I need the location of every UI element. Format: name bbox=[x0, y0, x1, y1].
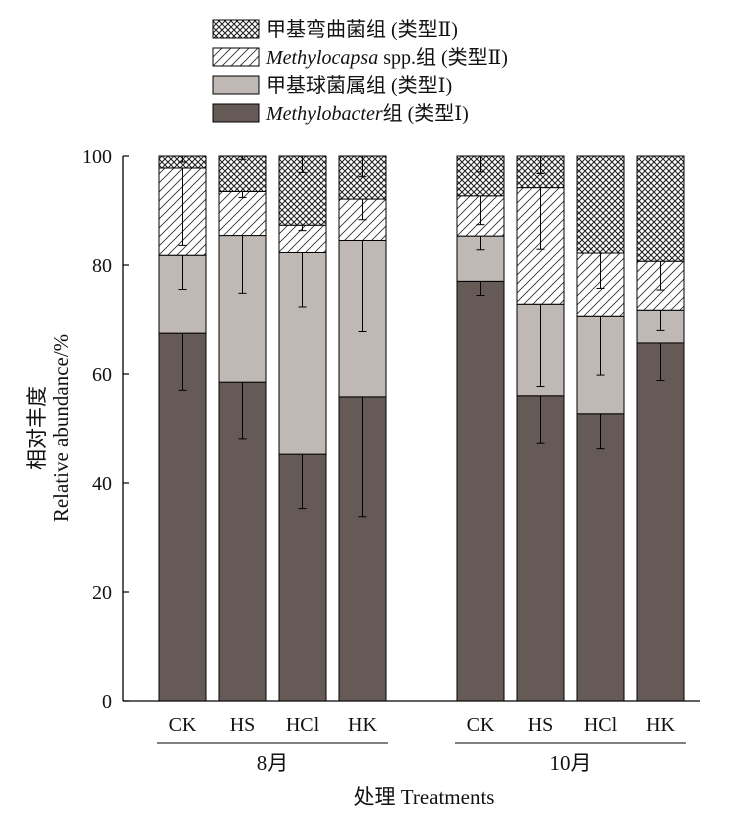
y-tick-label: 80 bbox=[92, 255, 112, 277]
legend-label: Methylocapsa spp.组 (类型Ⅱ) bbox=[265, 46, 508, 69]
x-tick-label: HK bbox=[348, 714, 377, 736]
x-tick-label: HS bbox=[230, 714, 256, 736]
bar-2-hcl bbox=[576, 155, 625, 702]
group-label: 10月 bbox=[550, 751, 592, 775]
y-tick-label: 100 bbox=[82, 146, 112, 168]
legend-item: Methylobacter组 (类型Ⅰ) bbox=[212, 102, 469, 125]
x-tick-label: CK bbox=[467, 714, 495, 736]
bar-1-hcl bbox=[278, 155, 327, 702]
y-tick-label: 20 bbox=[92, 582, 112, 604]
x-axis: CK HS HCl HK 8月 CK HS HCl HK 10月 bbox=[157, 714, 686, 775]
bar-segment-s1 bbox=[576, 413, 625, 702]
y-axis-label: Relative abundance/% bbox=[49, 334, 73, 522]
legend-swatch bbox=[212, 19, 260, 39]
x-tick-label: CK bbox=[169, 714, 197, 736]
bar-segment-s1 bbox=[636, 342, 685, 702]
legend-label: Methylobacter组 (类型Ⅰ) bbox=[265, 102, 469, 125]
x-tick-label: HCl bbox=[584, 714, 618, 736]
bar-1-ck bbox=[158, 155, 207, 702]
bar-2-ck bbox=[456, 155, 505, 702]
bar-2-hk bbox=[636, 155, 685, 702]
x-tick-label: HK bbox=[646, 714, 675, 736]
x-axis-title: 处理 Treatments bbox=[354, 785, 495, 809]
bar-segment-s4 bbox=[576, 155, 625, 254]
x-tick-label: HS bbox=[528, 714, 554, 736]
legend: 甲基弯曲菌组 (类型Ⅱ) Methylocapsa spp.组 (类型Ⅱ) 甲基球菌… bbox=[212, 18, 508, 125]
y-tick-label: 60 bbox=[92, 364, 112, 386]
legend-swatch bbox=[212, 75, 260, 95]
legend-item: 甲基球菌属组 (类型Ⅰ) bbox=[212, 74, 452, 97]
y-axis-label-cn: 相对丰度 bbox=[25, 386, 49, 470]
bar-2-hs bbox=[516, 155, 565, 702]
bars bbox=[158, 155, 685, 702]
group-label: 8月 bbox=[257, 751, 289, 775]
bar-1-hk bbox=[338, 155, 387, 702]
bar-segment-s4 bbox=[218, 155, 267, 192]
legend-item: Methylocapsa spp.组 (类型Ⅱ) bbox=[212, 46, 508, 69]
bar-1-hs bbox=[218, 155, 267, 702]
legend-item: 甲基弯曲菌组 (类型Ⅱ) bbox=[212, 18, 458, 41]
bar-segment-s3 bbox=[218, 190, 267, 237]
y-tick-label: 40 bbox=[92, 473, 112, 495]
bar-segment-s2 bbox=[158, 254, 207, 334]
bar-segment-s1 bbox=[158, 332, 207, 702]
legend-label: 甲基弯曲菌组 (类型Ⅱ) bbox=[266, 18, 458, 41]
legend-swatch bbox=[212, 47, 260, 67]
legend-label: 甲基球菌属组 (类型Ⅰ) bbox=[266, 74, 452, 97]
y-tick-label: 0 bbox=[102, 691, 112, 713]
x-tick-label: HCl bbox=[286, 714, 320, 736]
bar-segment-s1 bbox=[456, 280, 505, 702]
legend-swatch bbox=[212, 103, 260, 123]
bar-segment-s4 bbox=[636, 155, 685, 262]
